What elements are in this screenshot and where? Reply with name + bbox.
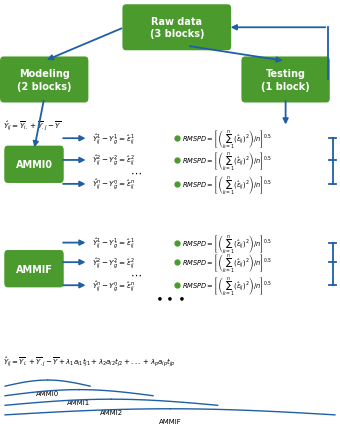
Text: $\hat{Y}_{ij}=\overline{Y}_{i.}+\overline{Y}_{.j}-\overline{Y}$: $\hat{Y}_{ij}=\overline{Y}_{i.}+\overlin… bbox=[3, 118, 62, 132]
Text: $RMSPD=\left[\left(\sum_{k=1}^{n}(\hat{\varepsilon}_{ij})^2\right)/n\right]^{0.5: $RMSPD=\left[\left(\sum_{k=1}^{n}(\hat{\… bbox=[182, 232, 272, 254]
Text: $\hat{Y}_{ij}^{n}-Y_{\hat{g}}^{n}=\hat{\varepsilon}_{ij}^{n}$: $\hat{Y}_{ij}^{n}-Y_{\hat{g}}^{n}=\hat{\… bbox=[92, 177, 135, 192]
Text: $\hat{Y}_{ij}^{2}-Y_{\hat{g}}^{2}=\hat{\varepsilon}_{ij}^{2}$: $\hat{Y}_{ij}^{2}-Y_{\hat{g}}^{2}=\hat{\… bbox=[92, 153, 135, 168]
Text: $RMSPD=\left[\left(\sum_{k=1}^{n}(\hat{\varepsilon}_{ij})^2\right)/n\right]^{0.5: $RMSPD=\left[\left(\sum_{k=1}^{n}(\hat{\… bbox=[182, 252, 272, 273]
Text: $RMSPD=\left[\left(\sum_{k=1}^{n}(\hat{\varepsilon}_{ij})^2\right)/n\right]^{0.5: $RMSPD=\left[\left(\sum_{k=1}^{n}(\hat{\… bbox=[182, 174, 272, 195]
Text: $\cdots$: $\cdots$ bbox=[130, 269, 142, 279]
FancyBboxPatch shape bbox=[122, 4, 232, 52]
Text: $\hat{Y}_{ij}^{n}-Y_{\hat{g}}^{n}=\hat{\varepsilon}_{ij}^{n}$: $\hat{Y}_{ij}^{n}-Y_{\hat{g}}^{n}=\hat{\… bbox=[92, 278, 135, 293]
Text: $RMSPD=\left[\left(\sum_{k=1}^{n}(\hat{\varepsilon}_{ij})^2\right)/n\right]^{0.5: $RMSPD=\left[\left(\sum_{k=1}^{n}(\hat{\… bbox=[182, 128, 272, 150]
Text: Raw data
(3 blocks): Raw data (3 blocks) bbox=[150, 17, 204, 39]
Text: $\hat{Y}_{ij}^{1}-Y_{\hat{g}}^{1}=\hat{\varepsilon}_{ij}^{1}$: $\hat{Y}_{ij}^{1}-Y_{\hat{g}}^{1}=\hat{\… bbox=[92, 132, 135, 146]
Text: AMMI0: AMMI0 bbox=[16, 160, 52, 170]
FancyBboxPatch shape bbox=[4, 146, 65, 184]
Text: AMMIF: AMMIF bbox=[159, 418, 181, 424]
Text: AMMI2: AMMI2 bbox=[100, 409, 123, 415]
Text: $\hat{Y}_{ij}^{2}-Y_{\hat{g}}^{2}=\hat{\varepsilon}_{ij}^{2}$: $\hat{Y}_{ij}^{2}-Y_{\hat{g}}^{2}=\hat{\… bbox=[92, 255, 135, 270]
FancyBboxPatch shape bbox=[4, 250, 65, 288]
Text: $\hat{Y}_{ij}^{1}-Y_{\hat{g}}^{1}=\hat{\varepsilon}_{ij}^{1}$: $\hat{Y}_{ij}^{1}-Y_{\hat{g}}^{1}=\hat{\… bbox=[92, 236, 135, 250]
Text: $\bullet\bullet\bullet$: $\bullet\bullet\bullet$ bbox=[155, 291, 185, 304]
Text: $\hat{Y}_{ij}=\overline{Y}_{i.}+\overline{Y}_{.j}-\overline{Y}+\lambda_1 a_{i1}t: $\hat{Y}_{ij}=\overline{Y}_{i.}+\overlin… bbox=[3, 354, 176, 368]
Text: $RMSPD=\left[\left(\sum_{k=1}^{n}(\hat{\varepsilon}_{ij})^2\right)/n\right]^{0.5: $RMSPD=\left[\left(\sum_{k=1}^{n}(\hat{\… bbox=[182, 150, 272, 171]
Text: AMMI0: AMMI0 bbox=[36, 390, 59, 396]
Text: AMMI1: AMMI1 bbox=[67, 399, 91, 405]
Text: $RMSPD=\left[\left(\sum_{k=1}^{n}(\hat{\varepsilon}_{ij})^2\right)/n\right]^{0.5: $RMSPD=\left[\left(\sum_{k=1}^{n}(\hat{\… bbox=[182, 275, 272, 296]
FancyBboxPatch shape bbox=[241, 57, 330, 104]
Text: $\cdots$: $\cdots$ bbox=[130, 168, 142, 178]
FancyBboxPatch shape bbox=[0, 57, 89, 104]
Text: AMMIF: AMMIF bbox=[16, 264, 52, 274]
Text: Modeling
(2 blocks): Modeling (2 blocks) bbox=[17, 69, 71, 92]
Text: Testing
(1 block): Testing (1 block) bbox=[261, 69, 310, 92]
